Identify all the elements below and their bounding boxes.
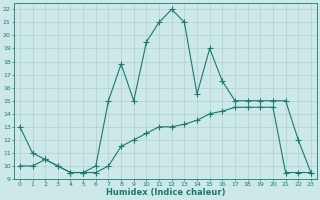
X-axis label: Humidex (Indice chaleur): Humidex (Indice chaleur): [106, 188, 225, 197]
